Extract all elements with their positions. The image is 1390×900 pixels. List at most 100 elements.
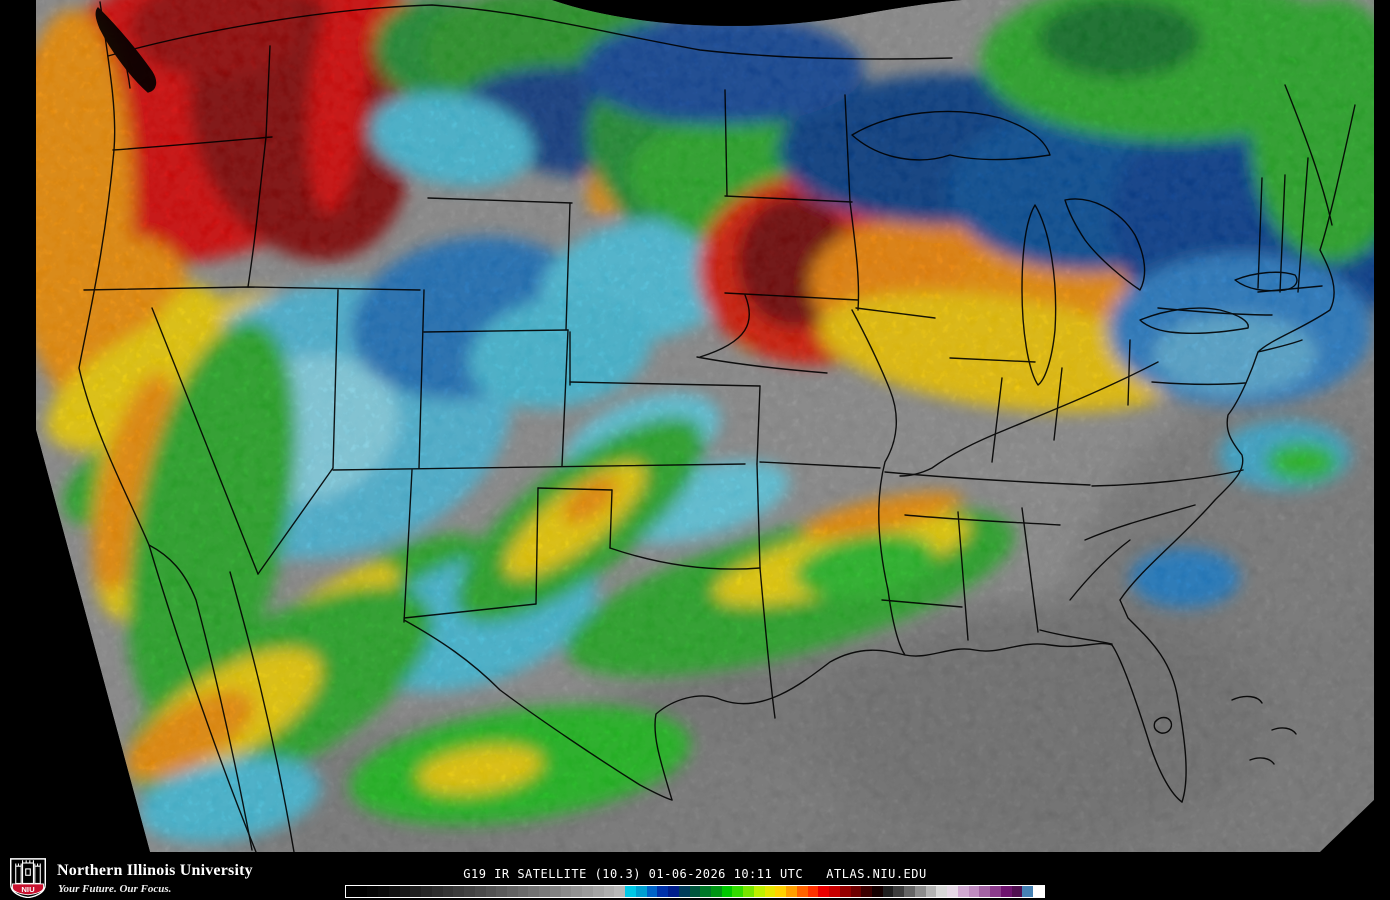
colorbar-cell bbox=[399, 886, 411, 897]
nv-az-border bbox=[257, 467, 334, 575]
colorbar-cell bbox=[442, 886, 454, 897]
colorbar-cell bbox=[657, 886, 669, 897]
ca-nv-border bbox=[151, 307, 259, 575]
colorbar-cell bbox=[421, 886, 432, 897]
colorbar-cell bbox=[786, 886, 797, 897]
colorbar-cell bbox=[378, 886, 389, 897]
colorbar-cell bbox=[388, 886, 400, 897]
satellite-caption: G19 IR SATELLITE (10.3) 01-06-2026 10:11… bbox=[463, 867, 927, 881]
ny-vt-border bbox=[1257, 177, 1263, 289]
gulf-coast bbox=[654, 642, 1113, 801]
colorbar-cell bbox=[539, 886, 550, 897]
colorbar-cell bbox=[721, 886, 733, 897]
colorbar-cell bbox=[496, 886, 508, 897]
nc-sc-border bbox=[1084, 504, 1196, 541]
wy-north bbox=[427, 197, 573, 204]
nv-ut-border bbox=[332, 289, 339, 469]
tx-la-border bbox=[759, 567, 776, 719]
colorbar-cell bbox=[743, 886, 754, 897]
colorbar-cell bbox=[431, 886, 443, 897]
nh-me-border bbox=[1297, 157, 1309, 293]
left-space-band bbox=[0, 0, 36, 852]
ohio-river bbox=[899, 361, 1159, 477]
pa-ny-border bbox=[1157, 307, 1273, 316]
lake-okeechobee bbox=[1153, 716, 1173, 734]
colorbar-cell bbox=[968, 886, 980, 897]
wy-co-south bbox=[423, 329, 569, 333]
parallel-37n bbox=[332, 463, 746, 471]
ia-north-border bbox=[855, 307, 936, 319]
colorbar-cell bbox=[356, 886, 368, 897]
colorbar-cell bbox=[582, 886, 593, 897]
oh-pa-border bbox=[1127, 339, 1131, 406]
in-oh-border bbox=[1053, 367, 1063, 441]
pa-md-border bbox=[1151, 381, 1246, 386]
al-ga-border bbox=[1021, 507, 1039, 633]
colorbar-cell bbox=[818, 886, 830, 897]
tx-nm-border bbox=[535, 487, 539, 605]
colorbar-cell bbox=[925, 886, 937, 897]
mexico-mainland-coast bbox=[229, 571, 295, 852]
sd-ne-border bbox=[724, 292, 859, 301]
colorbar-cell bbox=[614, 886, 626, 897]
ga-sc-border bbox=[1069, 539, 1131, 601]
la-ms-border bbox=[881, 599, 963, 608]
colorbar-cell bbox=[367, 886, 379, 897]
colorbar-cell bbox=[829, 886, 840, 897]
colorbar-cell bbox=[914, 886, 926, 897]
parallel-42n bbox=[83, 286, 421, 291]
colorbar-cell bbox=[861, 886, 872, 897]
colorbar-cell bbox=[839, 886, 851, 897]
colorbar-cell bbox=[732, 886, 744, 897]
puget-sound bbox=[117, 39, 131, 89]
ia-mo-border bbox=[696, 356, 828, 374]
footer-bar: NIU Northern Illinois University Your Fu… bbox=[0, 852, 1390, 900]
colorbar-cell bbox=[796, 886, 808, 897]
mo-river-ia bbox=[699, 294, 751, 358]
florida-west-coast bbox=[1111, 644, 1183, 803]
lake-erie bbox=[1139, 307, 1249, 334]
mississippi-river bbox=[851, 309, 906, 656]
bottom-right-scan-corner bbox=[1320, 800, 1374, 852]
colorbar-cell bbox=[560, 886, 572, 897]
colorbar-cell bbox=[571, 886, 583, 897]
tn-north-border bbox=[884, 471, 1091, 486]
lake-huron bbox=[1064, 198, 1146, 291]
rio-grande bbox=[403, 619, 673, 801]
baja-gulf-coast bbox=[148, 544, 253, 851]
nd-sd-border bbox=[724, 195, 853, 203]
lake-michigan bbox=[1021, 204, 1057, 386]
colorbar-cell bbox=[700, 886, 711, 897]
colorbar-cell bbox=[764, 886, 776, 897]
tx-ok-east bbox=[609, 489, 613, 549]
co-east bbox=[561, 329, 569, 467]
colorbar-cell bbox=[346, 886, 357, 897]
colorbar-cell bbox=[410, 886, 422, 897]
niu-letters: NIU bbox=[21, 885, 35, 894]
state-borders bbox=[78, 1, 1356, 852]
colorbar-cell bbox=[710, 886, 722, 897]
colorbar-cell bbox=[936, 886, 948, 897]
canada-border bbox=[107, 4, 953, 60]
ks-mo-border bbox=[756, 385, 761, 465]
wi-il-border bbox=[949, 357, 1036, 363]
colorbar-cell bbox=[850, 886, 862, 897]
colorbar-cell bbox=[464, 886, 475, 897]
colorbar-cell bbox=[979, 886, 991, 897]
wy-east bbox=[565, 202, 571, 331]
ut-co-border bbox=[418, 289, 425, 469]
maine-canada-border bbox=[1284, 84, 1333, 226]
colorbar-cell bbox=[775, 886, 787, 897]
colorbar-cell bbox=[904, 886, 915, 897]
tn-south-border bbox=[904, 514, 1061, 526]
colorbar-cell bbox=[592, 886, 604, 897]
bahamas-islands bbox=[1231, 695, 1297, 765]
florida-east-coast bbox=[1119, 599, 1187, 803]
ms-al-border bbox=[957, 511, 969, 641]
mo-ar-border bbox=[759, 461, 881, 469]
colorbar-cell bbox=[689, 886, 701, 897]
colorbar-cell bbox=[871, 886, 883, 897]
brand-name: Northern Illinois University bbox=[57, 862, 253, 879]
right-space-band bbox=[1374, 0, 1390, 852]
noise-texture-light bbox=[36, 0, 1374, 852]
